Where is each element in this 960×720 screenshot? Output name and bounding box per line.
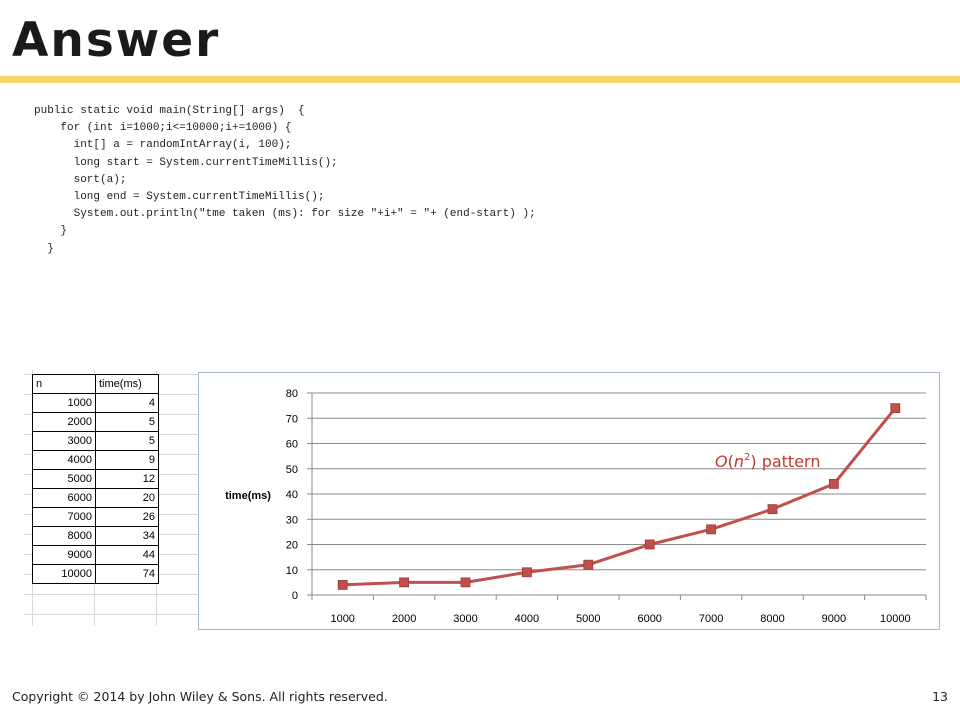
y-tick-label: 20 — [286, 540, 298, 552]
x-tick-label: 8000 — [760, 613, 784, 625]
annotation-paren: ) — [750, 452, 756, 471]
slide-title: Answer — [12, 13, 221, 68]
complexity-annotation: O(n2) pattern — [715, 452, 820, 471]
y-axis-label: time(ms) — [225, 490, 271, 502]
y-tick-label: 80 — [286, 388, 298, 400]
data-point — [767, 504, 778, 515]
data-point — [706, 524, 717, 535]
data-point — [521, 567, 532, 578]
y-tick-label: 0 — [292, 590, 298, 602]
table-row: 6000 20 — [32, 488, 159, 508]
table-cell-n[interactable]: 9000 — [32, 545, 96, 565]
table-row: 3000 5 — [32, 431, 159, 451]
data-point — [460, 577, 471, 588]
table-cell-time[interactable]: 44 — [95, 545, 159, 565]
table-cell-n[interactable]: 5000 — [32, 469, 96, 489]
table-row: 8000 34 — [32, 526, 159, 546]
x-tick-label: 5000 — [576, 613, 600, 625]
data-point — [583, 559, 594, 570]
table-cell-n[interactable]: 8000 — [32, 526, 96, 546]
table-header-cell[interactable]: time(ms) — [95, 374, 159, 394]
x-tick-label: 2000 — [392, 613, 416, 625]
x-tick-label: 4000 — [515, 613, 539, 625]
table-cell-n[interactable]: 2000 — [32, 412, 96, 432]
y-tick-label: 50 — [286, 464, 298, 476]
title-underline — [0, 76, 960, 83]
table-cell-n[interactable]: 1000 — [32, 393, 96, 413]
table-cell-n[interactable]: 10000 — [32, 564, 96, 584]
table-cell-time[interactable]: 5 — [95, 412, 159, 432]
annotation-text: pattern — [757, 452, 821, 471]
data-table: n time(ms) 1000 4 2000 5 3000 5 4000 9 5000 12 6000 2… — [32, 374, 159, 584]
series-line — [342, 407, 897, 587]
y-tick-label: 40 — [286, 489, 298, 501]
annotation-big-o: O — [715, 452, 728, 471]
annotation-exponent: 2 — [744, 452, 750, 463]
code-snippet: public static void main(String[] args) {… — [34, 105, 536, 255]
table-row: 7000 26 — [32, 507, 159, 527]
table-row: 10000 74 — [32, 564, 159, 584]
chart-area[interactable]: 0 10 20 30 40 50 60 70 80 1000 2000 3000 4000 5000 600… — [198, 372, 940, 630]
y-tick-label: 10 — [286, 565, 298, 577]
copyright-footer: Copyright © 2014 by John Wiley & Sons. A… — [12, 689, 388, 704]
table-row: 5000 12 — [32, 469, 159, 489]
table-cell-time[interactable]: 20 — [95, 488, 159, 508]
data-point — [890, 403, 901, 414]
y-tick-label: 60 — [286, 439, 298, 451]
x-tick-label: 1000 — [330, 613, 354, 625]
table-cell-n[interactable]: 6000 — [32, 488, 96, 508]
table-cell-time[interactable]: 12 — [95, 469, 159, 489]
y-tick-label: 30 — [286, 514, 298, 526]
x-tick-label: 3000 — [453, 613, 477, 625]
x-tick-label: 9000 — [822, 613, 846, 625]
annotation-variable: n — [734, 452, 744, 471]
table-header-cell[interactable]: n — [32, 374, 96, 394]
table-row: 1000 4 — [32, 393, 159, 413]
table-row: 4000 9 — [32, 450, 159, 470]
x-tick-label: 6000 — [637, 613, 661, 625]
table-cell-time[interactable]: 34 — [95, 526, 159, 546]
data-point — [337, 579, 348, 590]
table-cell-time[interactable]: 26 — [95, 507, 159, 527]
table-cell-time[interactable]: 5 — [95, 431, 159, 451]
table-cell-time[interactable]: 9 — [95, 450, 159, 470]
x-tick-label: 7000 — [699, 613, 723, 625]
x-tick-label: 10000 — [880, 613, 911, 625]
y-tick-label: 70 — [286, 413, 298, 425]
table-cell-n[interactable]: 4000 — [32, 450, 96, 470]
table-cell-n[interactable]: 7000 — [32, 507, 96, 527]
annotation-paren: ( — [728, 452, 734, 471]
line-chart: 0 10 20 30 40 50 60 70 80 1000 2000 3000 4000 5000 600… — [225, 388, 927, 625]
table-cell-time[interactable]: 74 — [95, 564, 159, 584]
data-point — [399, 577, 410, 588]
data-point — [644, 539, 655, 550]
table-cell-n[interactable]: 3000 — [32, 431, 96, 451]
table-row: 2000 5 — [32, 412, 159, 432]
table-row: 9000 44 — [32, 545, 159, 565]
table-cell-time[interactable]: 4 — [95, 393, 159, 413]
page-number: 13 — [932, 689, 948, 704]
data-point — [829, 479, 839, 489]
table-header-row: n time(ms) — [32, 374, 159, 394]
